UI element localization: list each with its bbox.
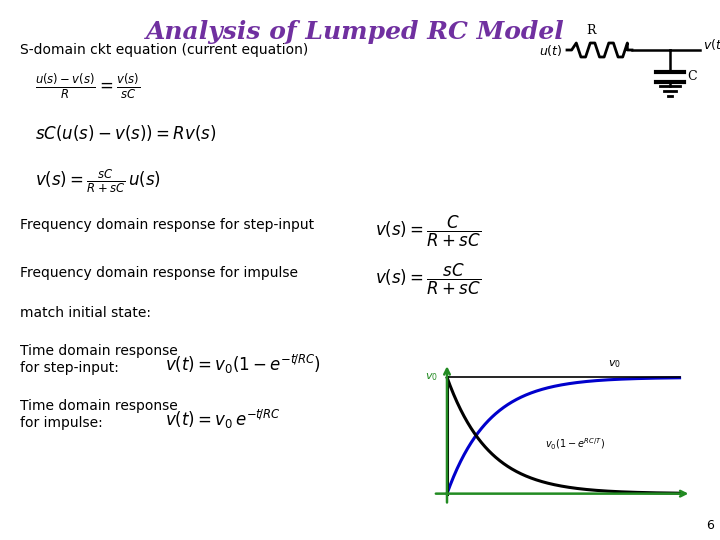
Text: $v(s) = \dfrac{sC}{R+sC}$: $v(s) = \dfrac{sC}{R+sC}$: [375, 262, 481, 297]
Text: R: R: [587, 24, 596, 37]
Text: C: C: [687, 71, 697, 84]
Text: S-domain ckt equation (current equation): S-domain ckt equation (current equation): [20, 43, 308, 57]
Text: $v(t) = v_0\,e^{-t\!/RC}$: $v(t) = v_0\,e^{-t\!/RC}$: [165, 408, 281, 431]
Text: match initial state:: match initial state:: [20, 306, 151, 320]
Text: $u(t)$: $u(t)$: [539, 43, 563, 57]
Text: $v(t) = v_0\left(1-e^{-t\!/RC}\right)$: $v(t) = v_0\left(1-e^{-t\!/RC}\right)$: [165, 353, 321, 376]
Text: Time domain response: Time domain response: [20, 399, 178, 413]
Text: $v_0$: $v_0$: [608, 359, 621, 370]
Text: $\frac{u(s)-v(s)}{R} = \frac{v(s)}{sC}$: $\frac{u(s)-v(s)}{R} = \frac{v(s)}{sC}$: [35, 71, 140, 101]
Text: Analysis of Lumped RC Model: Analysis of Lumped RC Model: [145, 20, 564, 44]
Text: 6: 6: [706, 519, 714, 532]
Text: for step-input:: for step-input:: [20, 361, 119, 375]
Text: Time domain response: Time domain response: [20, 344, 178, 358]
Text: $v_0$: $v_0$: [425, 372, 438, 383]
Text: Frequency domain response for step-input: Frequency domain response for step-input: [20, 218, 314, 232]
Text: for impulse:: for impulse:: [20, 416, 103, 430]
Text: Frequency domain response for impulse: Frequency domain response for impulse: [20, 266, 298, 280]
Text: $v(t)$: $v(t)$: [703, 37, 720, 52]
Text: $v(s) = \frac{sC}{R+sC}\,u(s)$: $v(s) = \frac{sC}{R+sC}\,u(s)$: [35, 168, 161, 195]
Text: $v(s) = \dfrac{C}{R+sC}$: $v(s) = \dfrac{C}{R+sC}$: [375, 214, 481, 249]
Text: $v_0(1-e^{RC/T})$: $v_0(1-e^{RC/T})$: [545, 437, 605, 453]
Text: $sC(u(s)-v(s)) = Rv(s)$: $sC(u(s)-v(s)) = Rv(s)$: [35, 123, 216, 143]
